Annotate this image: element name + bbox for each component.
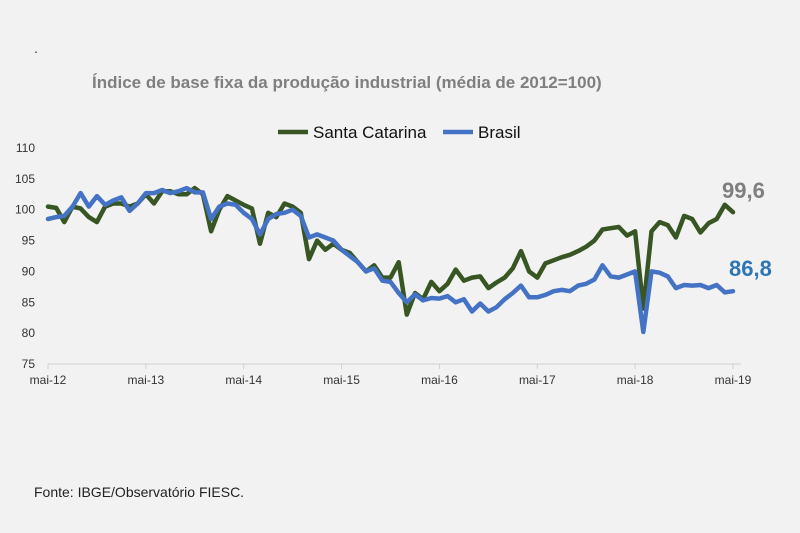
y-tick-label: 75	[22, 357, 36, 371]
x-tick-label: mai-16	[421, 373, 458, 387]
y-tick-label: 80	[22, 326, 36, 340]
chart-title: Índice de base fixa da produção industri…	[92, 73, 602, 92]
corner-mark: .	[34, 40, 38, 56]
x-tick-label: mai-18	[617, 373, 654, 387]
y-tick-label: 95	[22, 234, 36, 248]
x-tick-label: mai-14	[225, 373, 262, 387]
x-tick-label: mai-15	[323, 373, 360, 387]
y-tick-label: 85	[22, 295, 36, 309]
end-label-santa-catarina: 99,6	[722, 178, 765, 203]
series-line-brasil	[45, 185, 736, 335]
y-tick-label: 105	[15, 172, 35, 186]
x-tick-label: mai-19	[715, 373, 752, 387]
x-tick-label: mai-12	[30, 373, 67, 387]
x-tick-label: mai-17	[519, 373, 556, 387]
source-note: Fonte: IBGE/Observatório FIESC.	[34, 484, 245, 500]
y-tick-label: 110	[16, 141, 35, 155]
x-tick-label: mai-13	[128, 373, 165, 387]
y-tick-label: 90	[22, 264, 36, 278]
legend-label-santa-catarina: Santa Catarina	[313, 123, 427, 142]
y-tick-label: 100	[15, 203, 35, 217]
end-label-brasil: 86,8	[729, 256, 772, 281]
legend-label-brasil: Brasil	[478, 123, 521, 142]
series-line-santa-catarina	[45, 185, 736, 317]
